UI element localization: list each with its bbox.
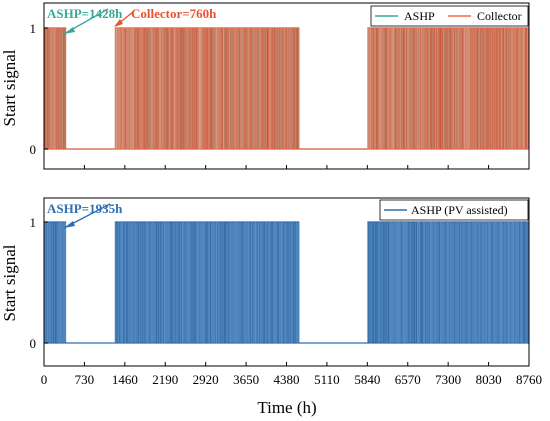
top-annotations: ASHP=1428h Collector=760h — [45, 6, 230, 35]
annot-ashp-pv-arrowhead — [64, 221, 75, 228]
on-period-band — [367, 28, 529, 149]
top-x-ticks — [43, 165, 530, 169]
xtick-label: 1460 — [112, 372, 138, 387]
bottom-plot-area — [44, 221, 529, 344]
top-ytick-1: 1 — [30, 21, 37, 36]
top-plot-area — [44, 27, 529, 150]
annot-collector-bg — [130, 6, 230, 21]
bottom-legend-box — [379, 199, 529, 221]
xtick-label: 4380 — [274, 372, 300, 387]
top-legend: ASHP Collector — [370, 5, 529, 27]
annot-ashp-pv-hours: ASHP=1935h — [47, 201, 123, 216]
bottom-x-ticks: 0 730 1460 2190 2920 3650 4380 5110 5840 6570 7300… — [41, 362, 542, 387]
annot-ashp-bg — [45, 6, 123, 21]
legend-label-collector: Collector — [477, 9, 522, 23]
xtick-label: 3650 — [233, 372, 259, 387]
on-period-band — [44, 28, 67, 149]
xtick-label: 6570 — [395, 372, 421, 387]
on-period-band — [367, 222, 529, 343]
xtick-label: 5840 — [354, 372, 380, 387]
annot-ashp-hours: ASHP=1428h — [47, 6, 123, 21]
xtick-label: 7300 — [435, 372, 461, 387]
bottom-panel: 0 730 1460 2190 2920 3650 4380 5110 5840 6570 7300… — [0, 197, 542, 417]
bottom-annotations: ASHP=1935h — [45, 201, 125, 229]
legend-label-ashp-pv: ASHP (PV assisted) — [411, 203, 508, 217]
annot-collector-arrowhead — [114, 19, 123, 27]
bottom-legend: ASHP (PV assisted) — [379, 199, 529, 221]
xtick-label: 2190 — [152, 372, 178, 387]
xtick-label: 0 — [41, 372, 48, 387]
top-y-axis-label: Start signal — [0, 49, 19, 126]
legend-label-ashp: ASHP — [404, 9, 435, 23]
x-axis-label: Time (h) — [257, 398, 316, 417]
bottom-ytick-1: 1 — [30, 215, 37, 230]
xtick-label: 8030 — [476, 372, 502, 387]
top-ytick-0: 0 — [30, 142, 37, 157]
xtick-label: 5110 — [314, 372, 340, 387]
xtick-label: 8760 — [516, 372, 542, 387]
bottom-y-axis-label: Start signal — [0, 244, 19, 321]
series-collector — [44, 27, 529, 150]
series-ashp-pv-assisted — [44, 221, 529, 344]
xtick-label: 730 — [75, 372, 95, 387]
xtick-label: 2920 — [193, 372, 219, 387]
annot-ashp-arrowhead — [64, 27, 75, 34]
on-period-band — [44, 222, 67, 343]
annot-collector-hours: Collector=760h — [131, 6, 217, 21]
bottom-ytick-0: 0 — [30, 336, 37, 351]
top-panel: 1 0 Start signal ASHP Collector ASHP=142… — [0, 2, 530, 170]
annot-ashp-pv-bg — [45, 201, 125, 216]
